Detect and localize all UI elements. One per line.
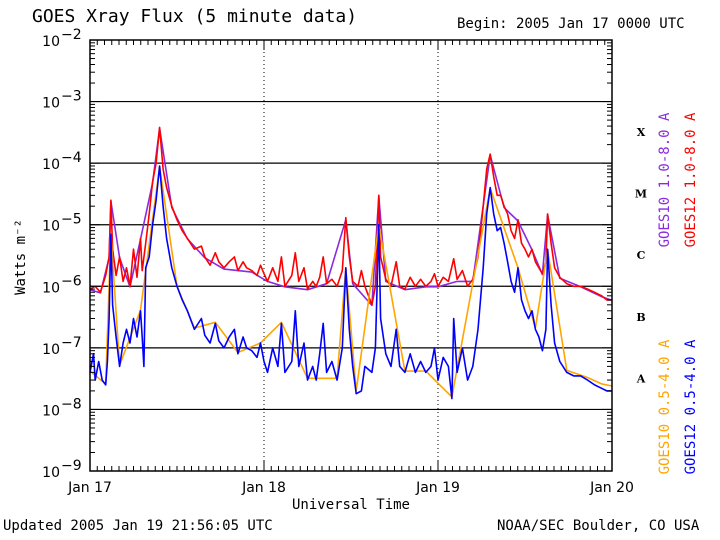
y-tick-exponent-4: −6 (61, 273, 82, 289)
y-axis-label: Watts m⁻² (13, 219, 29, 295)
y-tick-exponent-5: −7 (61, 335, 82, 351)
y-tick-exponent-0: −2 (61, 27, 82, 43)
x-tick-label-0: Jan 17 (67, 480, 112, 496)
x-axis-label: Universal Time (292, 497, 410, 513)
y-tick-label-4: 10 (42, 280, 60, 296)
flare-class-X: X (637, 126, 646, 139)
x-tick-label-2: Jan 19 (415, 480, 460, 496)
y-tick-exponent-7: −9 (61, 458, 82, 474)
flare-class-A: A (636, 372, 646, 385)
legend-layer: X M C B A GOES10 1.0-8.0 A GOES12 1.0-8.0 A GOE… (635, 112, 699, 474)
series-2-line (90, 166, 612, 399)
y-tick-label-3: 10 (42, 219, 60, 235)
xray-flux-chart: Jan 17 Jan 18 Jan 19 Jan 2010−210−310−410−5… (0, 0, 720, 540)
legend-short-0: GOES10 0.5-4.0 A (657, 339, 673, 474)
series-3-line (90, 167, 612, 397)
series-0-line (90, 127, 612, 304)
flare-class-C: C (637, 249, 646, 262)
flare-class-M: M (635, 188, 647, 201)
x-tick-label-1: Jan 18 (241, 480, 286, 496)
y-tick-label-1: 10 (42, 96, 60, 112)
y-tick-label-5: 10 (42, 342, 60, 358)
y-tick-label-7: 10 (42, 465, 60, 481)
y-tick-label-0: 10 (42, 34, 60, 50)
series-layer (90, 127, 612, 398)
y-tick-exponent-2: −4 (61, 150, 82, 166)
y-tick-label-6: 10 (42, 403, 60, 419)
legend-short-1: GOES12 0.5-4.0 A (683, 339, 699, 474)
y-tick-label-2: 10 (42, 157, 60, 173)
y-tick-exponent-3: −5 (61, 212, 82, 228)
legend-long-0: GOES10 1.0-8.0 A (657, 112, 673, 247)
legend-long-1: GOES12 1.0-8.0 A (683, 112, 699, 247)
y-tick-exponent-6: −8 (61, 396, 82, 412)
flare-class-B: B (636, 311, 645, 324)
y-tick-exponent-1: −3 (61, 89, 82, 105)
x-tick-label-3: Jan 20 (589, 480, 634, 496)
series-1-line (90, 128, 612, 305)
